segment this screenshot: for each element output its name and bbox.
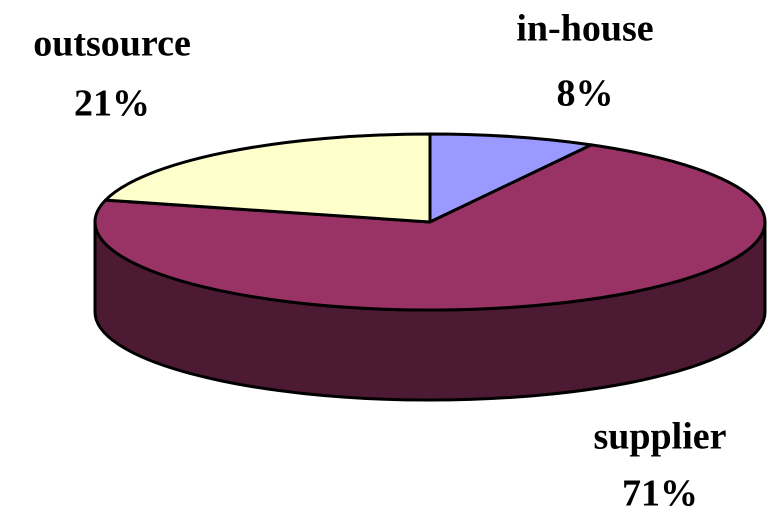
slice-label: supplier: [593, 416, 726, 458]
slice-value-label: 71%: [622, 473, 698, 515]
slice-label: outsource: [33, 23, 191, 65]
pie-slice: [93, 143, 767, 312]
slice-label: in-house: [516, 8, 653, 50]
slice-value-label: 8%: [557, 73, 614, 115]
pie-slice: [104, 132, 432, 224]
slice-value-label: 21%: [74, 83, 150, 125]
pie-slice: [428, 132, 593, 224]
